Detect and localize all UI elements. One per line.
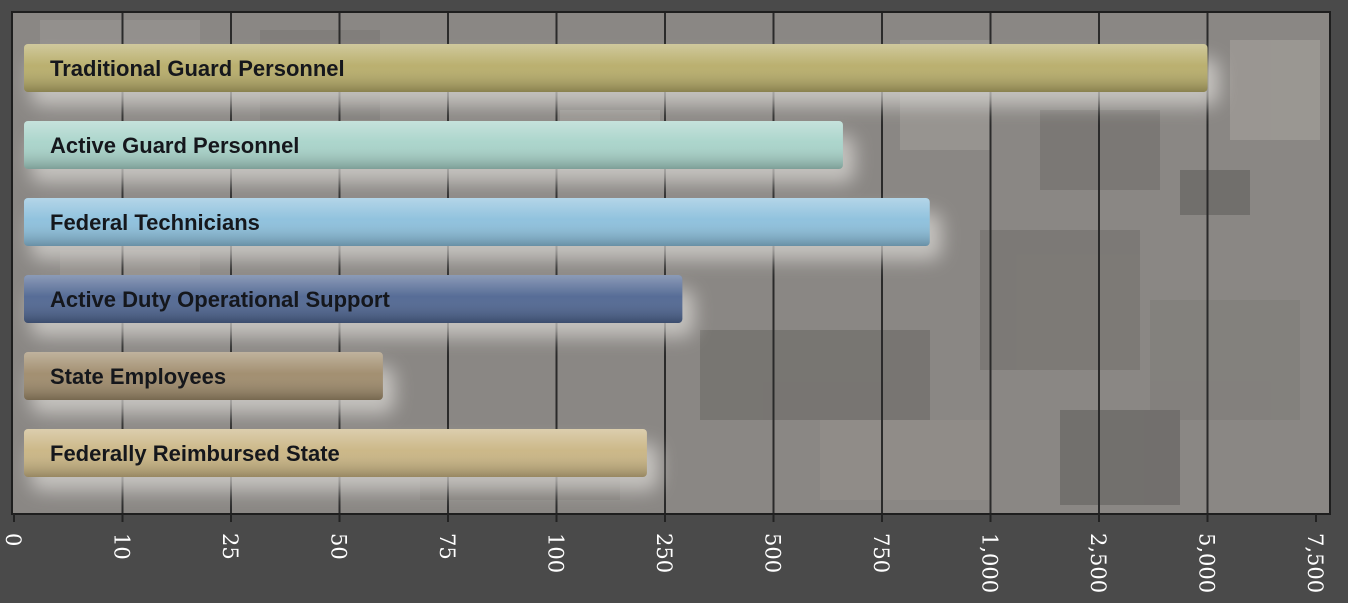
x-tick-label: 10 [110,533,134,560]
bars: Traditional Guard Personnel Active Guard … [24,44,1220,491]
bar-category-label: Federally Reimbursed State [50,441,340,466]
bar-group: Federal Technicians [24,198,942,260]
bar-gloss [24,121,843,169]
bar-category-label: State Employees [50,364,226,389]
bar-group: State Employees [24,352,395,414]
bar-group: Federally Reimbursed State [24,429,659,491]
x-tick-label: 7,500 [1303,533,1327,593]
x-tick-label: 250 [652,533,676,573]
bar-group: Active Guard Personnel [24,121,855,183]
x-tick-label: 1,000 [978,533,1002,593]
bar-category-label: Active Guard Personnel [50,133,299,158]
bar-category-label: Federal Technicians [50,210,260,235]
x-tick-label: 750 [869,533,893,573]
bar-gloss [24,275,683,323]
bar-category-label: Active Duty Operational Support [50,287,390,312]
x-tick-labels: 0 10 25 50 75 100 250 500 750 1,000 2,500 5,000 7,50… [1,514,1327,593]
bar-gloss [24,44,1208,92]
x-tick-label: 2,500 [1086,533,1110,593]
x-tick-label: 50 [327,533,351,560]
x-tick-label: 100 [544,533,568,573]
x-tick-label: 0 [1,533,25,546]
bar-gloss [24,429,647,477]
x-tick-label: 500 [761,533,785,573]
bar-group: Traditional Guard Personnel [24,44,1220,106]
x-tick-label: 75 [435,533,459,560]
x-tick-label: 25 [218,533,242,560]
plot-border [11,11,1331,515]
bar-gloss [24,352,383,400]
bar-category-label: Traditional Guard Personnel [50,56,345,81]
bar-group: Active Duty Operational Support [24,275,695,337]
x-tick-label: 5,000 [1195,533,1219,593]
bar-gloss [24,198,930,246]
